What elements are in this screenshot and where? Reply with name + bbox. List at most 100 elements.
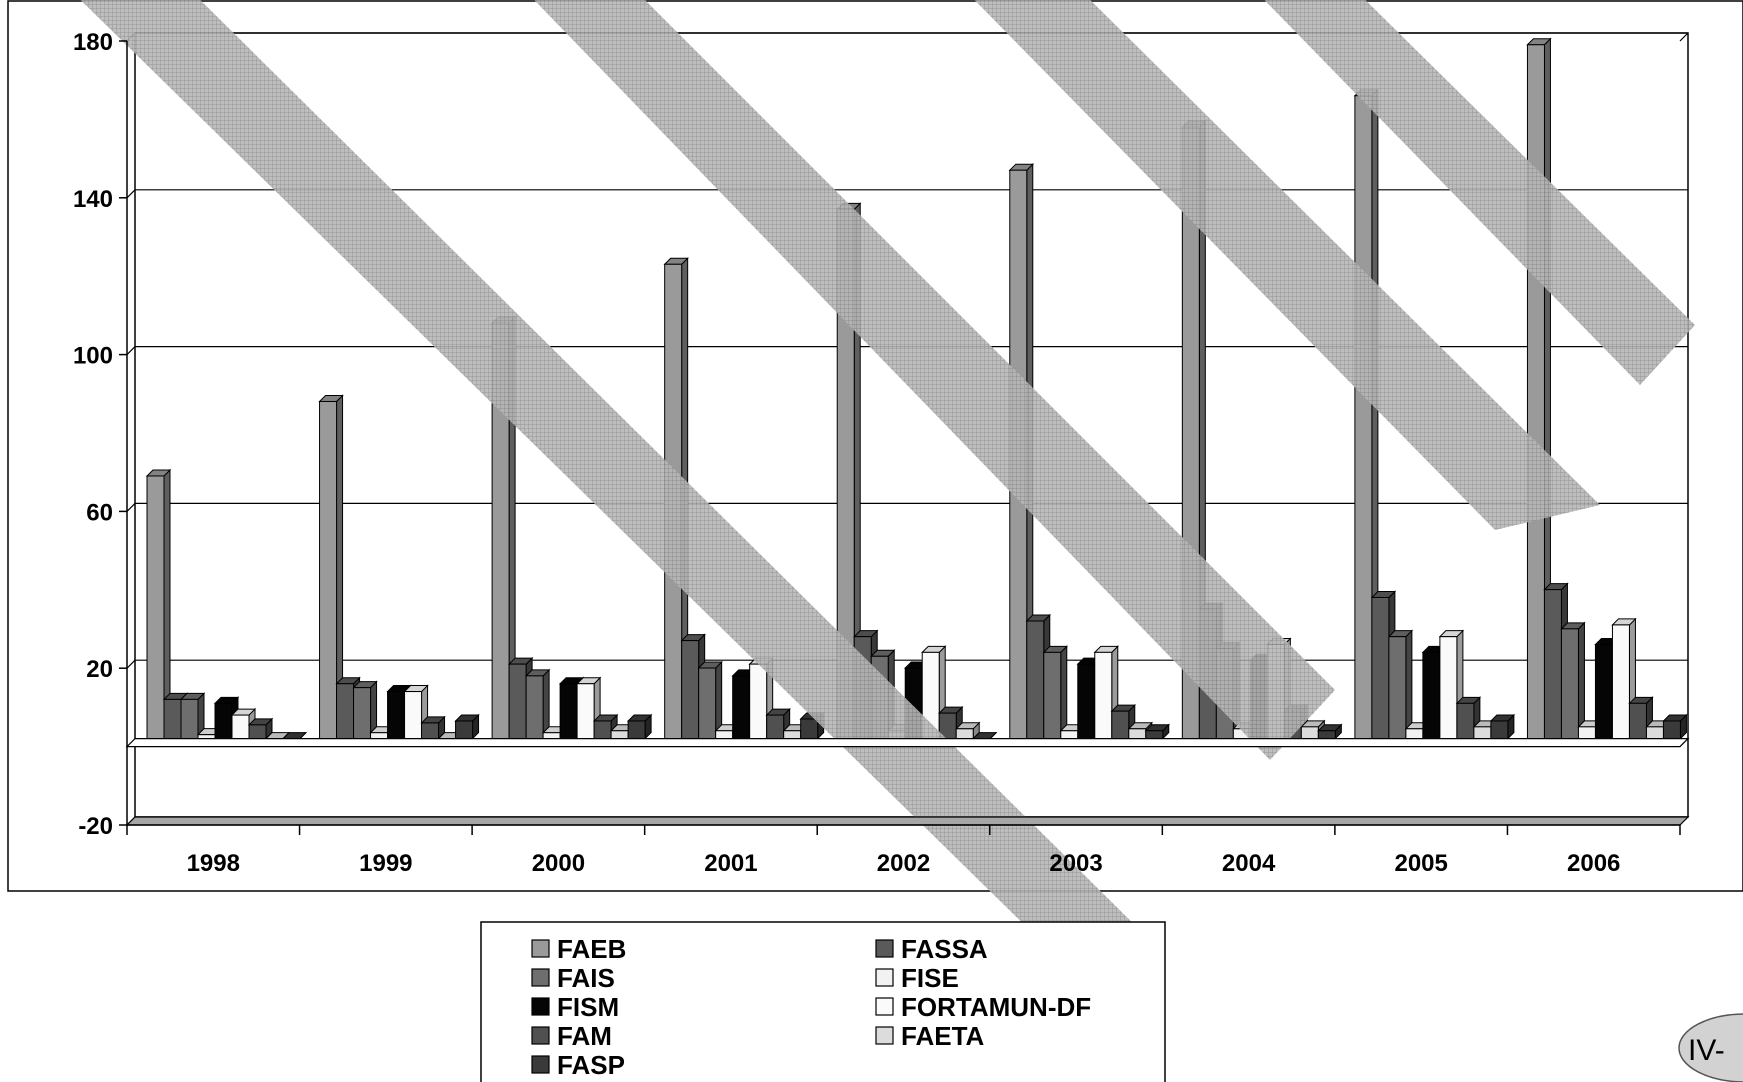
bar-front xyxy=(1111,710,1130,740)
legend-label: FAETA xyxy=(901,1021,985,1051)
bar-front xyxy=(732,675,751,740)
legend-swatch xyxy=(531,1026,550,1045)
depth-edge xyxy=(1679,32,1689,42)
legend-box xyxy=(480,921,1166,1082)
bar-front xyxy=(1628,702,1647,740)
bar-front xyxy=(800,718,819,740)
legend-swatch xyxy=(531,968,550,987)
x-tick-label: 2003 xyxy=(1049,850,1102,877)
bar-front xyxy=(180,698,199,740)
legend-label: FASSA xyxy=(901,934,988,964)
legend-label: FAIS xyxy=(557,963,615,993)
bar-front xyxy=(681,640,700,740)
bar-front xyxy=(1077,663,1096,740)
y-axis-ticks: -20 20 60 100 140 180 xyxy=(73,29,127,840)
bar-front xyxy=(353,687,372,740)
bar-front xyxy=(1405,728,1424,740)
legend-item: FASP xyxy=(531,1050,625,1080)
legend-swatch xyxy=(531,939,550,958)
bar-front xyxy=(404,691,423,740)
bar-front xyxy=(1543,589,1562,740)
bar-front xyxy=(1577,726,1596,740)
legend-item: FAM xyxy=(531,1021,612,1051)
bar-front xyxy=(248,724,267,740)
bar-side xyxy=(1405,629,1413,740)
bar-front xyxy=(698,667,717,740)
legend-swatch xyxy=(875,997,894,1016)
bar-front xyxy=(336,683,355,740)
y-tick-label: 20 xyxy=(86,656,113,683)
bar xyxy=(697,660,723,740)
legend-item: FAEB xyxy=(531,934,626,964)
bar-side xyxy=(1060,645,1068,740)
bar xyxy=(1662,713,1688,740)
page-marker-text: IV- xyxy=(1688,1034,1725,1067)
legend-label: FAM xyxy=(557,1021,612,1051)
gridline-depth xyxy=(126,189,136,199)
bar xyxy=(179,692,206,740)
bar xyxy=(1489,713,1516,740)
y-tick-label: 100 xyxy=(73,343,113,370)
x-tick-label: 2005 xyxy=(1394,850,1447,877)
bar-front xyxy=(1128,728,1147,740)
legend-item: FISE xyxy=(875,963,959,993)
legend-label: FISM xyxy=(557,992,619,1022)
bar-front xyxy=(1422,651,1441,740)
bar-front xyxy=(421,722,440,740)
legend-swatch xyxy=(531,997,550,1016)
bar-front xyxy=(1388,636,1407,740)
bar-front xyxy=(455,720,474,740)
legend-swatch xyxy=(531,1055,550,1074)
bar-front xyxy=(1317,730,1336,740)
bar-front xyxy=(610,730,629,740)
page-marker-shape xyxy=(1678,1013,1743,1082)
bar-front xyxy=(783,730,802,740)
legend-swatch xyxy=(875,939,894,958)
bar xyxy=(1455,696,1482,740)
y-tick-label: -20 xyxy=(78,813,113,840)
bar-front xyxy=(1594,644,1613,740)
bar-front xyxy=(766,714,785,740)
bar-front xyxy=(542,732,561,740)
legend-item: FAIS xyxy=(531,963,615,993)
bar xyxy=(1387,629,1414,740)
bar-front xyxy=(370,732,389,740)
zero-floor xyxy=(125,737,1690,748)
y-tick-label: 60 xyxy=(86,499,113,526)
bar xyxy=(524,668,551,740)
legend-label: FORTAMUN-DF xyxy=(901,992,1091,1022)
bar-front xyxy=(525,675,544,740)
x-tick-label: 1998 xyxy=(187,850,240,877)
legend-swatch xyxy=(875,968,894,987)
bar-front xyxy=(1526,44,1545,740)
watermark-stripe xyxy=(80,0,1155,945)
bar-front xyxy=(1560,628,1579,740)
bar-front xyxy=(593,720,612,740)
bar-front xyxy=(1611,624,1630,740)
bar-front xyxy=(1060,730,1079,740)
bar-front xyxy=(576,683,595,740)
bar-front xyxy=(955,728,974,740)
bar-front xyxy=(1354,95,1373,740)
x-tick-label: 2006 xyxy=(1567,850,1620,877)
bar-front xyxy=(1371,596,1390,740)
legend-item: FORTAMUN-DF xyxy=(875,992,1091,1022)
legend-item: FASSA xyxy=(875,934,988,964)
watermark-stripe xyxy=(974,0,1600,530)
y-tick-label: 140 xyxy=(73,186,113,213)
bar-front xyxy=(508,663,527,740)
legend-item: FISM xyxy=(531,992,619,1022)
bar-front xyxy=(1026,620,1045,740)
base-floor xyxy=(125,816,1690,826)
bar-front xyxy=(1456,702,1475,740)
legend-label: FASP xyxy=(557,1050,625,1080)
bar-front xyxy=(231,714,250,740)
watermark-stripe xyxy=(534,0,1335,760)
bar-front xyxy=(1043,651,1062,740)
bar xyxy=(1317,723,1343,740)
y-tick-label: 180 xyxy=(73,29,113,56)
bar-front xyxy=(1490,720,1509,740)
gridline-depth xyxy=(126,659,136,669)
bar-front xyxy=(1094,651,1113,740)
bar-front xyxy=(146,475,165,740)
